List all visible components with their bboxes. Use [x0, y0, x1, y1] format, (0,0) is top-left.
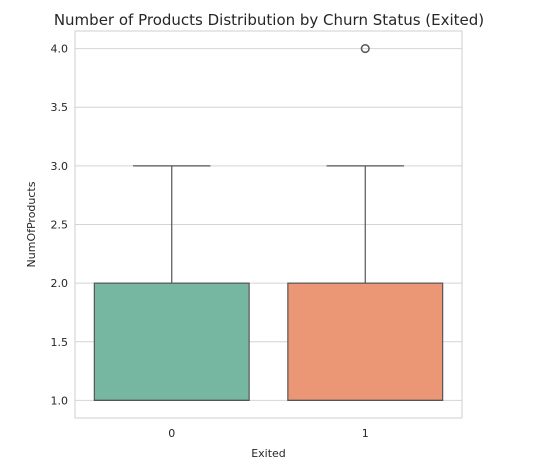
outlier-point — [360, 44, 370, 54]
y-tick-label: 1.0 — [51, 394, 69, 407]
box-1 — [287, 44, 444, 402]
y-tick-label: 4.0 — [51, 43, 69, 56]
y-tick-label: 1.5 — [51, 336, 69, 349]
x-tick-label: 1 — [362, 427, 369, 440]
y-tick-labels: 1.0 1.5 2.0 2.5 3.0 3.5 4.0 — [51, 43, 69, 408]
box-body — [93, 282, 250, 402]
y-tick-label: 2.5 — [51, 219, 69, 232]
x-axis-label: Exited — [251, 447, 286, 460]
box-layer — [93, 44, 444, 402]
y-tick-label: 2.0 — [51, 277, 69, 290]
y-axis-label: NumOfProducts — [25, 181, 38, 267]
y-tick-label: 3.5 — [51, 101, 69, 114]
box-body — [287, 282, 444, 402]
plot-frame — [74, 30, 463, 419]
box-0 — [93, 165, 250, 402]
chart-title: Number of Products Distribution by Churn… — [54, 11, 484, 29]
y-tick-label: 3.0 — [51, 160, 69, 173]
x-tick-label: 0 — [168, 427, 175, 440]
